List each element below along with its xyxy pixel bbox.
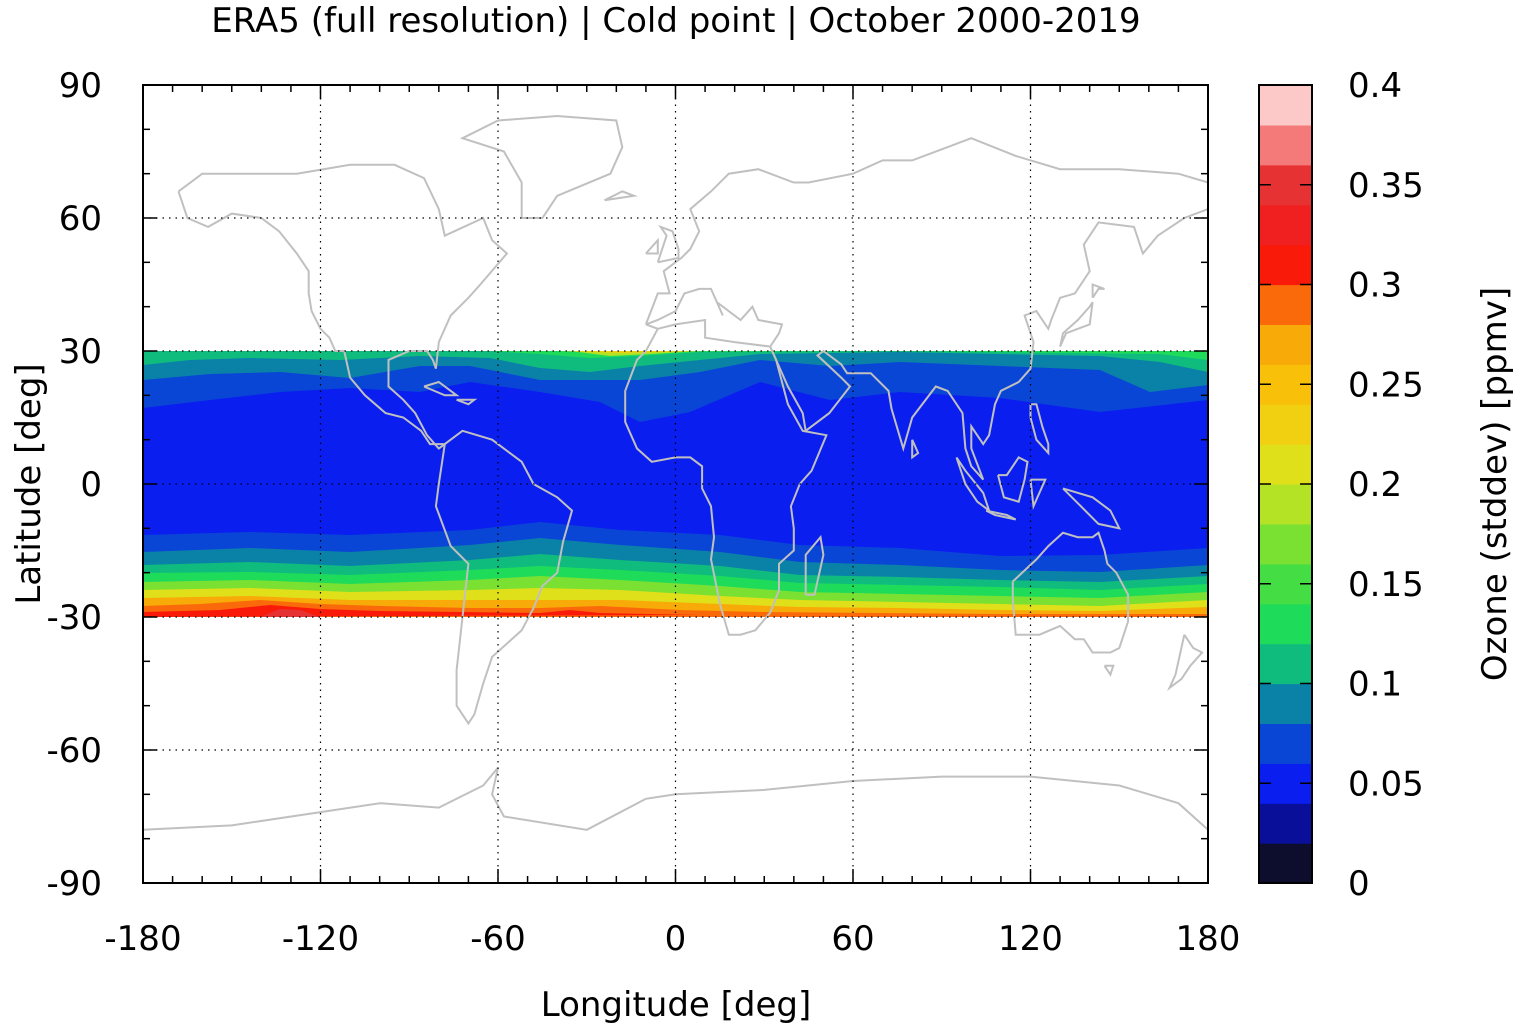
coastline: [177, 163, 509, 450]
coastline: [1167, 634, 1204, 691]
x-tick-label: 0: [665, 919, 687, 959]
colorbar-tick-label: 0.4: [1348, 66, 1402, 106]
coastline: [1062, 487, 1122, 530]
coastline: [644, 137, 1209, 325]
coastline: [1011, 531, 1130, 654]
colorbar-tick-label: 0.35: [1348, 166, 1424, 206]
colorbar-segment: [1259, 404, 1312, 445]
colorbar-segment: [1259, 523, 1312, 565]
colorbar-segment: [1259, 484, 1312, 525]
coastline: [1059, 301, 1094, 348]
coastline: [1091, 283, 1105, 299]
y-tick-label: 30: [59, 332, 102, 372]
coastline: [1029, 403, 1050, 456]
coastline: [624, 318, 828, 636]
coastline: [645, 208, 1209, 481]
coastline: [459, 114, 624, 219]
contour-0.04-patch: [143, 351, 1208, 422]
x-tick-label: -180: [104, 919, 181, 959]
coastline: [656, 224, 680, 264]
colorbar-tick-label: 0.15: [1348, 565, 1424, 605]
x-tick-label: 120: [998, 919, 1063, 959]
coastline: [997, 456, 1029, 503]
contour-0.08-patch: [143, 351, 1208, 372]
contour-0.34-south: [260, 609, 320, 617]
x-tick-label: -60: [470, 919, 526, 959]
coastline: [604, 190, 639, 202]
colorbar-segment: [1259, 683, 1312, 724]
y-tick-label: 0: [80, 465, 102, 505]
colorbar-segment: [1259, 643, 1312, 685]
coastline: [1029, 478, 1047, 510]
y-tick-label: -60: [46, 731, 102, 771]
x-axis-label: Longitude [deg]: [541, 985, 812, 1025]
coastline: [177, 191, 445, 446]
coastline: [1103, 664, 1115, 677]
colorbar-label: Ozone (stddev) [ppmv]: [1475, 287, 1515, 681]
y-tick-label: -90: [46, 864, 102, 904]
colorbar-segment: [1259, 85, 1312, 126]
data-band: [143, 351, 1208, 617]
coastline: [911, 439, 920, 460]
coastline: [804, 534, 825, 596]
colorbar-tick-labels: 0 0.05 0.1 0.15 0.2 0.25 0.3 0.35 0.4: [1348, 66, 1424, 904]
colorbar-tick-label: 0.1: [1348, 665, 1402, 705]
y-tick-label: -30: [46, 598, 102, 638]
colorbar: [1259, 84, 1312, 884]
colorbar-segment: [1259, 843, 1312, 884]
colorbar-segment: [1259, 244, 1312, 286]
colorbar-segment: [1259, 204, 1312, 246]
colorbar-segment: [1259, 723, 1312, 764]
colorbar-segment: [1259, 444, 1312, 485]
colorbar-tick-label: 0.2: [1348, 465, 1402, 505]
colorbar-tick-label: 0.05: [1348, 764, 1424, 804]
coastline: [423, 380, 460, 397]
y-axis-label: Latitude [deg]: [9, 363, 49, 604]
colorbar-segment: [1259, 124, 1312, 166]
coastline: [142, 767, 1209, 831]
coastline: [645, 237, 659, 255]
x-tick-label: 180: [1176, 919, 1241, 959]
colorbar-segment: [1259, 284, 1312, 325]
coastline: [985, 509, 1017, 521]
x-tick-labels: -180 -120 -60 0 60 120 180: [104, 919, 1240, 959]
colorbar-tick-label: 0: [1348, 864, 1370, 904]
colorbar-segment: [1259, 603, 1312, 645]
y-tick-labels: 90 60 30 0 -30 -60 -90: [46, 66, 102, 904]
contour-0.30-patch: [560, 351, 700, 353]
x-tick-label: 60: [831, 919, 874, 959]
colorbar-tick-label: 0.25: [1348, 365, 1424, 405]
colorbar-frame: [1258, 84, 1313, 884]
x-tick-label: -120: [282, 919, 359, 959]
colorbar-segment: [1259, 803, 1312, 844]
colorbar-segment: [1259, 324, 1312, 365]
y-tick-label: 60: [59, 199, 102, 239]
coastline: [456, 398, 478, 406]
axis-ticks: [142, 84, 1209, 884]
colorbar-tick-label: 0.3: [1348, 266, 1402, 306]
y-tick-label: 90: [59, 66, 102, 106]
chart-title: ERA5 (full resolution) | Cold point | Oc…: [211, 1, 1140, 41]
